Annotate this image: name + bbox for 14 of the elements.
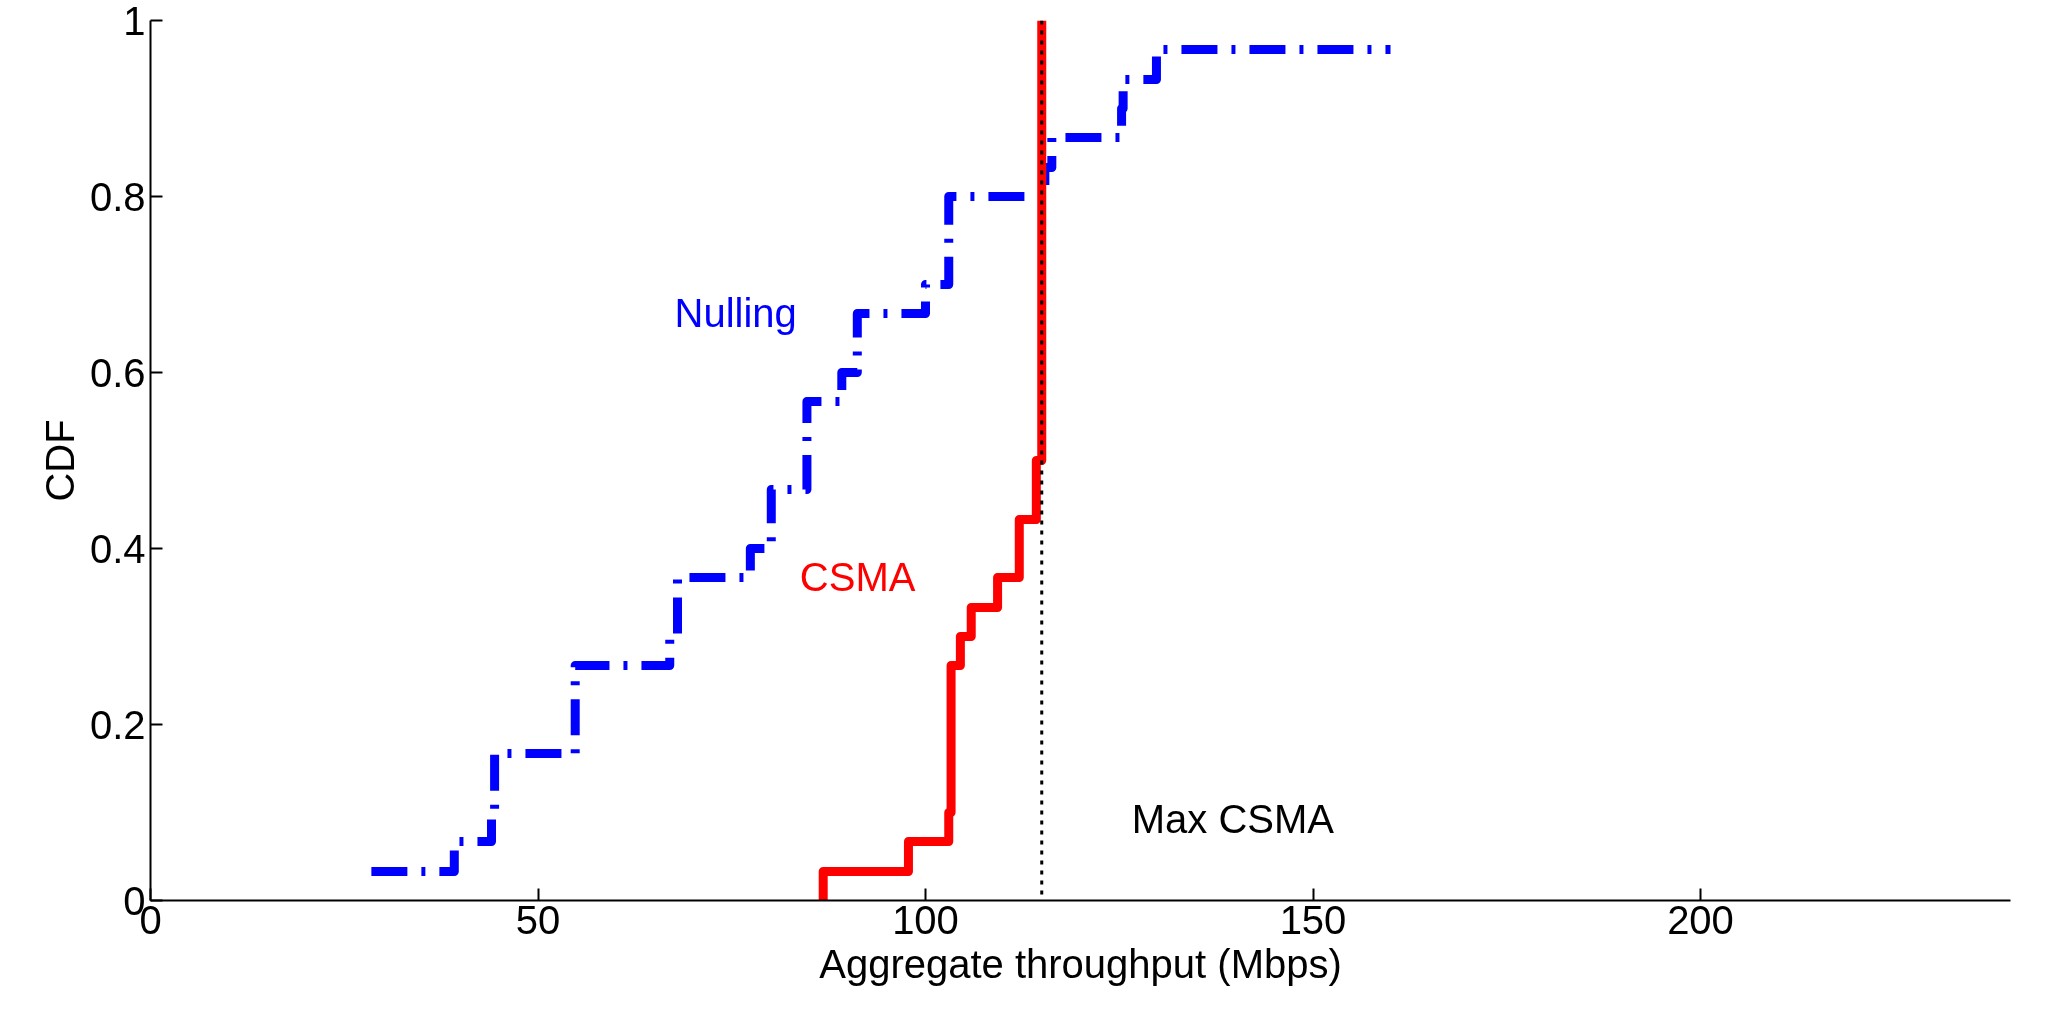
x-tick-label: 50: [515, 897, 561, 942]
x-tick-label: 150: [1279, 897, 1347, 942]
y-tick-label: 0.6: [89, 350, 146, 395]
x-tick-label: 100: [892, 897, 959, 942]
y-axis-title: CDF: [37, 419, 82, 502]
y-tick-label: 0.8: [89, 174, 146, 219]
y-tick-label: 0.2: [89, 702, 146, 747]
x-axis-title: Aggregate throughput (Mbps): [819, 941, 1342, 986]
x-tick-label: 200: [1667, 897, 1734, 942]
ref-line-label: Max CSMA: [1131, 796, 1335, 841]
y-tick-label: 1: [123, 0, 146, 43]
series-label: Nulling: [674, 290, 797, 335]
series-label: CSMA: [799, 554, 916, 599]
y-tick-label: 0.4: [89, 526, 146, 571]
